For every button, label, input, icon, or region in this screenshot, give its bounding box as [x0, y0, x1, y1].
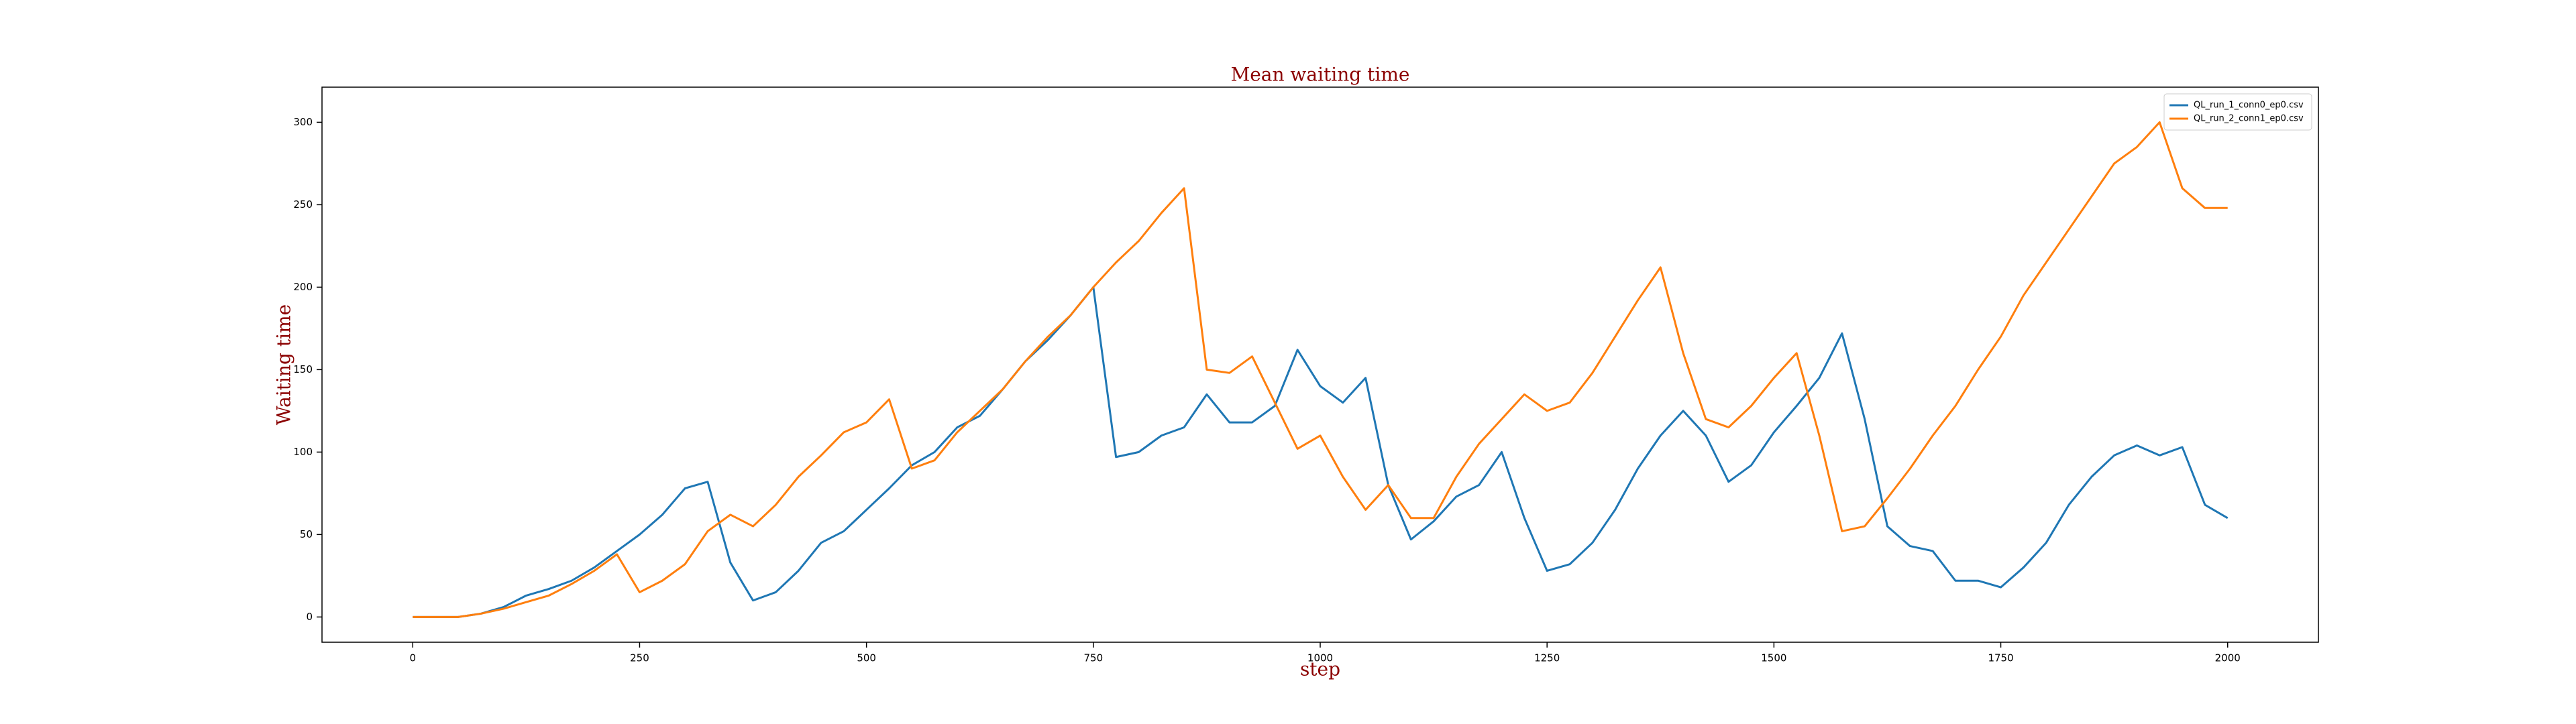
series-line [413, 286, 2229, 618]
chart-title: Mean waiting time [1231, 64, 1410, 86]
x-tick-label: 750 [1083, 652, 1103, 664]
x-tick-label: 500 [857, 652, 876, 664]
y-tick-label: 300 [293, 116, 313, 128]
y-tick-label: 0 [306, 611, 313, 623]
y-axis-label: Waiting time [273, 304, 295, 425]
legend: QL_run_1_conn0_ep0.csv QL_run_2_conn1_ep0… [2163, 93, 2312, 131]
y-tick-label: 250 [293, 198, 313, 210]
y-tick-label: 200 [293, 281, 313, 293]
x-tick-label: 1500 [1761, 652, 1786, 664]
x-tick-label: 250 [630, 652, 649, 664]
y-tick-label: 150 [293, 363, 313, 375]
x-tick-label: 1750 [1988, 652, 2013, 664]
legend-box [2163, 93, 2312, 131]
x-tick-label: 1250 [1534, 652, 1560, 664]
x-tick-label: 1000 [1307, 652, 1333, 664]
plot-frame [321, 86, 2319, 643]
legend-label: QL_run_1_conn0_ep0.csv [2194, 101, 2304, 111]
y-tick-label: 50 [300, 528, 313, 540]
x-axis-label: step [1300, 658, 1340, 680]
x-tick-label: 2000 [2215, 652, 2241, 664]
legend-label: QL_run_2_conn1_ep0.csv [2194, 114, 2304, 124]
x-tick-label: 0 [409, 652, 416, 664]
y-tick-label: 100 [293, 446, 313, 458]
series-line [413, 121, 2228, 618]
